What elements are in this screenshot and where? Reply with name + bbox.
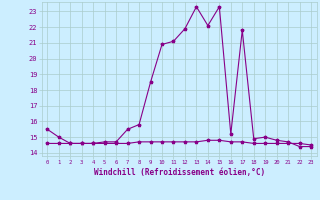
X-axis label: Windchill (Refroidissement éolien,°C): Windchill (Refroidissement éolien,°C) — [94, 168, 265, 177]
